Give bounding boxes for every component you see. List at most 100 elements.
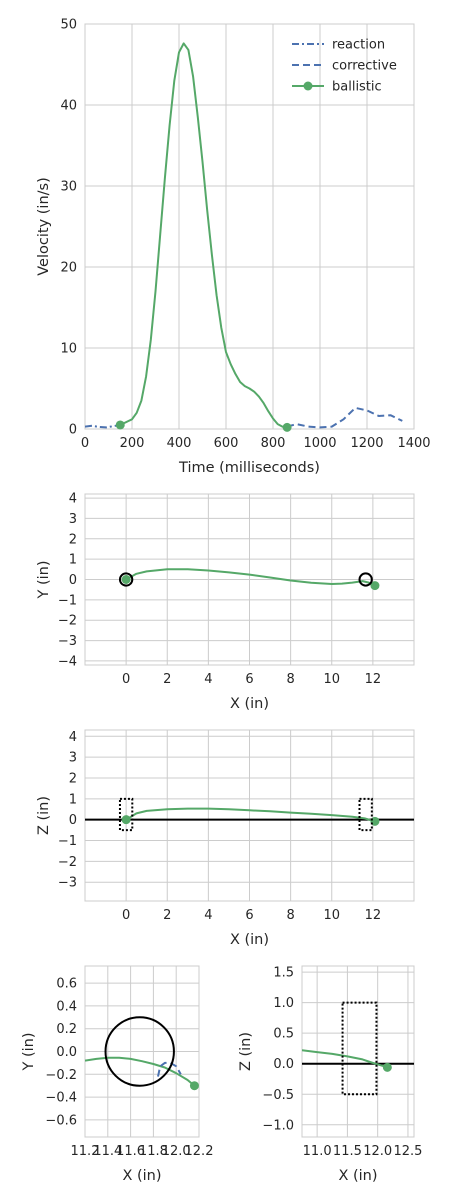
plot-frame [84, 729, 415, 902]
y-tick-label: −1 [58, 834, 77, 849]
y-tick-label: −1 [58, 593, 77, 608]
x-axis-label: X (in) [338, 1168, 377, 1184]
target-circle [118, 572, 134, 587]
x-tick-label: 11.4 [93, 1144, 122, 1159]
y-axis-label: Z (in) [36, 796, 52, 835]
x-tick-label: 0 [122, 908, 130, 923]
y-axis-label: Velocity (in/s) [36, 177, 52, 275]
x-tick-label: 12.0 [162, 1144, 191, 1159]
y-tick-label: 0.0 [56, 1045, 77, 1060]
x-tick-label: 11.5 [333, 1144, 362, 1159]
x-tick-label: 4 [204, 908, 212, 923]
ballistic-line [125, 807, 376, 823]
y-axis-label: Y (in) [21, 1033, 37, 1072]
x-tick-label: 8 [286, 672, 294, 687]
y-tick-label: 50 [60, 18, 77, 33]
plot-frame [84, 23, 415, 430]
target-box [118, 797, 134, 832]
ballistic-marker [115, 420, 125, 430]
ballistic-line [125, 568, 376, 587]
y-tick-label: −3 [58, 876, 77, 891]
ballistic-marker [121, 575, 131, 584]
x-tick-label: 600 [214, 436, 239, 451]
plot-area [302, 1049, 414, 1069]
ballistic-marker [370, 816, 380, 826]
y-tick-label: 0.0 [273, 1057, 294, 1072]
y-axis-label: Z (in) [238, 1032, 254, 1071]
x-axis-label: X (in) [230, 932, 269, 948]
plot-area [85, 807, 414, 823]
x-tick-label: 11.8 [139, 1144, 168, 1159]
y-tick-label: 4 [69, 492, 77, 507]
y-tick-label: 1 [69, 553, 77, 568]
x-tick-label: 12.5 [393, 1144, 422, 1159]
x-tick-label: 10 [323, 908, 340, 923]
y-tick-label: 20 [60, 261, 77, 276]
x-tick-label: 4 [204, 672, 212, 687]
ballistic-marker [189, 1081, 199, 1091]
xz-zoom-chart: 11.0 11.5 12.0 12.5 −1.0 −0.5 0.0 0.5 1.0 1.5 X (i… [238, 965, 422, 1184]
ballistic-marker [282, 422, 292, 432]
plot-frame [84, 493, 415, 666]
y-tick-label: 1.5 [273, 966, 294, 981]
x-tick-label: 400 [167, 436, 192, 451]
legend-label-ballistic: ballistic [332, 80, 382, 95]
x-tick-label: 11.6 [116, 1144, 145, 1159]
x-tick-label: 1000 [303, 436, 336, 451]
y-tick-label: −0.6 [45, 1113, 77, 1128]
y-tick-label: 2 [69, 532, 77, 547]
target-box [358, 797, 373, 832]
plot-area [125, 568, 376, 587]
y-tick-label: 0.6 [56, 977, 77, 992]
x-tick-label: 6 [245, 908, 253, 923]
ballistic-marker [382, 1062, 392, 1072]
y-tick-label: 10 [60, 342, 77, 357]
x-tick-label: 200 [120, 436, 145, 451]
y-tick-label: −2 [58, 855, 77, 870]
y-tick-label: 2 [69, 771, 77, 786]
plot-area [85, 42, 403, 429]
x-tick-label: 11.0 [303, 1144, 332, 1159]
y-tick-label: 0 [69, 573, 77, 588]
y-tick-label: −3 [58, 634, 77, 649]
x-axis-label: X (in) [230, 696, 269, 712]
corrective-line [286, 406, 403, 429]
ballistic-marker [370, 581, 380, 591]
ballistic-line [85, 1056, 196, 1087]
x-tick-label: 1200 [350, 436, 383, 451]
target-circle [104, 1016, 175, 1087]
x-tick-label: 8 [286, 908, 294, 923]
x-tick-label: 0 [122, 672, 130, 687]
legend-label-reaction: reaction [332, 38, 385, 53]
plot-frame [301, 965, 415, 1138]
x-tick-label: 800 [261, 436, 286, 451]
x-tick-label: 1400 [397, 436, 430, 451]
y-tick-label: −0.2 [45, 1068, 77, 1083]
y-tick-label: −0.5 [262, 1088, 294, 1103]
x-tick-label: 6 [245, 672, 253, 687]
x-tick-label: 2 [163, 672, 171, 687]
y-tick-label: 1.0 [273, 996, 294, 1011]
y-tick-label: 1 [69, 792, 77, 807]
x-axis-label: X (in) [122, 1168, 161, 1184]
target-box [341, 1001, 378, 1096]
legend-label-corrective: corrective [332, 59, 397, 74]
y-tick-label: 0 [69, 423, 77, 438]
x-tick-label: 12 [365, 908, 382, 923]
y-tick-label: 0 [69, 813, 77, 828]
y-tick-label: 0.5 [273, 1027, 294, 1042]
legend-marker-ballistic [303, 81, 313, 91]
x-tick-label: 12.0 [363, 1144, 392, 1159]
plot-frame [84, 965, 200, 1138]
y-tick-label: 3 [69, 751, 77, 766]
x-tick-label: 10 [323, 672, 340, 687]
legend: reaction corrective ballistic [292, 38, 397, 95]
y-tick-label: −1.0 [262, 1118, 294, 1133]
ballistic-line [119, 42, 288, 429]
y-tick-label: 0.2 [56, 1022, 77, 1037]
y-tick-label: 0.4 [56, 999, 77, 1014]
x-tick-label: 0 [81, 436, 89, 451]
